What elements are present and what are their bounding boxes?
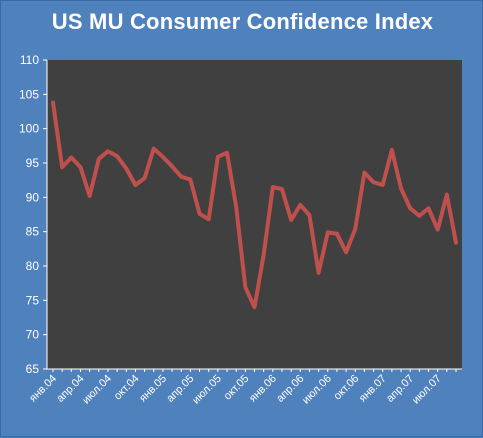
data-point [373, 181, 375, 183]
data-point [61, 166, 63, 168]
data-point [363, 172, 365, 174]
y-axis: 65 70 75 80 85 90 95 100 105 110 [19, 53, 48, 376]
data-point [391, 149, 393, 151]
series-group [51, 100, 458, 310]
data-point [254, 306, 255, 308]
y-tick-label: 70 [26, 328, 40, 342]
data-point [89, 195, 91, 197]
data-point [336, 233, 338, 235]
data-point [281, 188, 283, 190]
data-point [189, 178, 191, 180]
data-point [409, 207, 411, 209]
data-point [299, 204, 301, 206]
data-point [437, 229, 439, 231]
x-tick-label: окт.05 [222, 373, 252, 403]
x-tick-label: янв.06 [247, 373, 279, 405]
x-tick-label: янв.07 [357, 373, 389, 405]
data-point [153, 148, 155, 150]
data-point [217, 156, 219, 158]
data-point [70, 157, 72, 159]
x-tick-label: окт.06 [332, 373, 362, 403]
y-tick-label: 95 [26, 156, 40, 170]
y-tick-label: 75 [26, 293, 40, 307]
data-point [354, 228, 356, 230]
x-tick-label: июл.05 [190, 373, 224, 407]
y-tick-label: 105 [19, 87, 39, 101]
data-point [98, 158, 100, 160]
data-point [290, 219, 292, 221]
data-point [134, 184, 136, 186]
data-point [125, 167, 127, 169]
data-point [162, 156, 164, 158]
data-point [263, 254, 265, 256]
y-tick-label: 80 [26, 259, 40, 273]
data-point [382, 184, 384, 186]
data-point [199, 213, 201, 215]
y-tick-label: 90 [26, 190, 40, 204]
data-point [455, 242, 457, 244]
y-tick-label: 100 [19, 122, 39, 136]
x-tick-label: окт.04 [112, 373, 142, 403]
data-point [52, 102, 54, 104]
data-point [327, 231, 329, 233]
x-tick-label: янв.05 [137, 373, 169, 405]
data-point [345, 251, 347, 253]
data-point [144, 177, 146, 179]
x-tick-label: июл.06 [300, 373, 334, 407]
chart-title: US MU Consumer Confidence Index [51, 9, 434, 34]
data-point [272, 186, 274, 188]
y-tick-label: 65 [26, 362, 40, 376]
data-point [418, 215, 420, 217]
data-point [107, 150, 109, 152]
x-tick-label: июл.04 [80, 373, 114, 407]
data-point [79, 166, 81, 168]
x-tick-label: июл.07 [410, 373, 444, 407]
data-point [446, 194, 448, 196]
data-point [308, 214, 310, 216]
x-axis: янв.04апр.04июл.04окт.04янв.05апр.05июл.… [27, 368, 462, 407]
y-tick-label: 85 [26, 225, 40, 239]
data-point [226, 152, 228, 154]
data-point [171, 165, 173, 167]
data-point [180, 176, 182, 178]
plot-area [47, 60, 462, 369]
data-point [244, 286, 246, 288]
data-point [208, 218, 210, 220]
data-point [400, 187, 402, 189]
x-tick-label: янв.04 [27, 373, 59, 405]
data-point [428, 207, 430, 209]
data-point [116, 155, 118, 157]
data-point [318, 272, 320, 274]
data-point [235, 206, 237, 208]
y-tick-label: 110 [20, 53, 39, 67]
